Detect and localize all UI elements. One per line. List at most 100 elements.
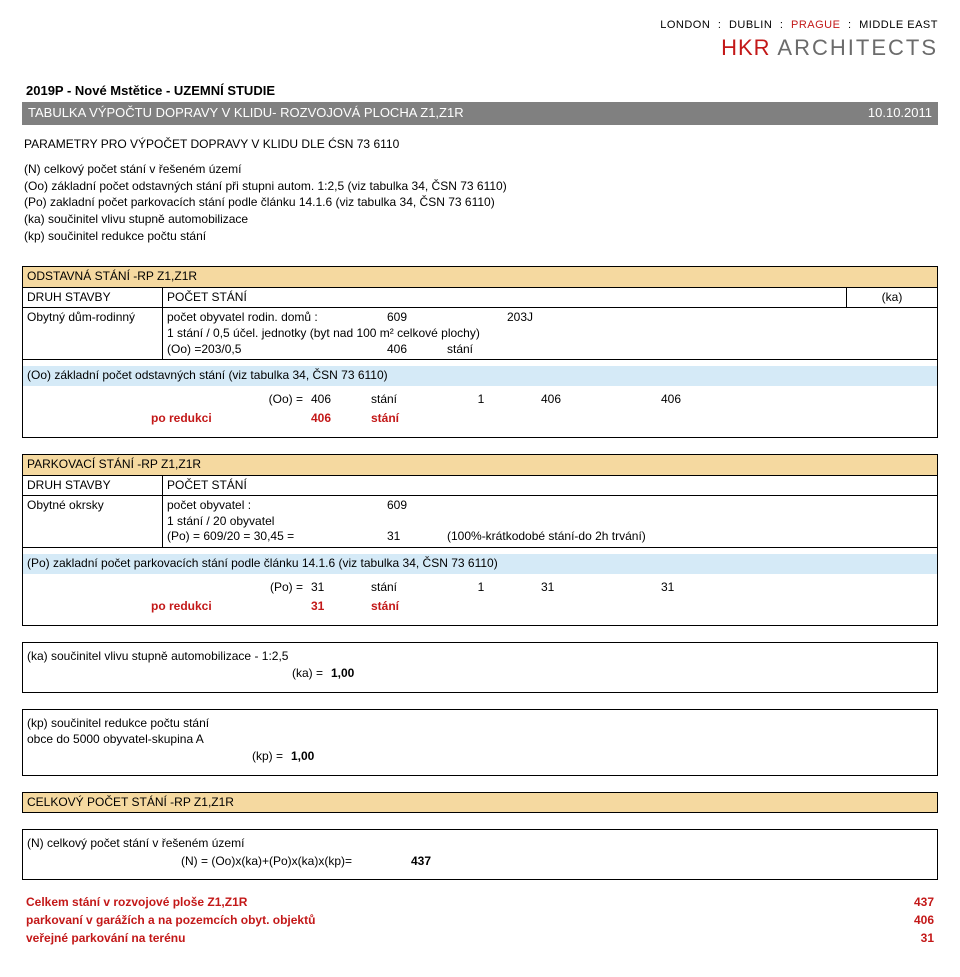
park-details: počet obyvatel : 609 1 stání / 20 obyvat…	[163, 496, 937, 547]
total-header: CELKOVÝ POČET STÁNÍ -RP Z1,Z1R	[22, 792, 938, 814]
nav-sep: :	[718, 19, 722, 31]
odst-calc-box: (Oo) základní počet odstavných stání (vi…	[22, 360, 938, 438]
subtitle-bar: TABULKA VÝPOČTU DOPRAVY V KLIDU- ROZVOJO…	[22, 102, 938, 125]
odst-blue: (Oo) základní počet odstavných stání (vi…	[23, 366, 937, 386]
odst-calc-u1: stání	[371, 392, 421, 408]
park-l3c: (100%-krátkodobé stání-do 2h trvání)	[447, 529, 933, 545]
subtitle-text: TABULKA VÝPOČTU DOPRAVY V KLIDU- ROZVOJO…	[28, 105, 464, 122]
odst-l2: 1 stání / 0,5 účel. jednotky (byt nad 10…	[167, 326, 933, 342]
summary-r3a: veřejné parkování na terénu	[26, 931, 185, 947]
summary-total: Celkem stání v rozvojové ploše Z1,Z1R 43…	[22, 894, 938, 912]
park-l3a: (Po) = 609/20 = 30,45 =	[167, 529, 387, 545]
kp-calc: (kp) = 1,00	[27, 747, 933, 767]
odst-col-druh: DRUH STAVBY	[23, 288, 163, 308]
odst-details: počet obyvatel rodin. domů : 609 203J 1 …	[163, 308, 937, 359]
park-calc-box: (Po) zakladní počet parkovacích stání po…	[22, 548, 938, 626]
park-calc-lbl: (Po) =	[31, 580, 311, 596]
park-calc-u1: stání	[371, 580, 421, 596]
param-oo: (Oo) základní počet odstavných stání při…	[24, 179, 936, 195]
odst-calc-row: (Oo) = 406 stání 1 406 406	[27, 390, 933, 410]
n-calc: (N) = (Oo)x(ka)+(Po)x(ka)x(kp)= 437	[27, 852, 933, 872]
ka-lbl: (ka) =	[31, 666, 331, 682]
park-calc-v1: 31	[311, 580, 371, 596]
ka-val: 1,00	[331, 666, 391, 682]
param-n: (N) celkový počet stání v řešeném území	[24, 162, 936, 178]
project-title: 2019P - Nové Mstětice - UZEMNÍ STUDIE	[22, 81, 938, 102]
odst-calc-lbl: (Oo) =	[31, 392, 311, 408]
odst-body: Obytný dům-rodinný počet obyvatel rodin.…	[22, 308, 938, 360]
odst-l1c: 203J	[507, 310, 587, 326]
param-kp: (kp) součinitel redukce počtu stání	[24, 229, 936, 245]
park-col-druh: DRUH STAVBY	[23, 476, 163, 496]
odst-l3a: (Oo) =203/0,5	[167, 342, 387, 358]
summary-r1a: Celkem stání v rozvojové ploše Z1,Z1R	[26, 895, 247, 911]
logo-row: HKR ARCHITECTS	[22, 34, 938, 63]
kp-line2: obce do 5000 obyvatel-skupina A	[27, 732, 933, 748]
kp-line1: (kp) součinitel redukce počtu stání	[27, 716, 933, 732]
odst-calc-k: 1	[421, 392, 541, 408]
park-calc-v2: 31	[541, 580, 601, 596]
park-blue: (Po) zakladní počet parkovacích stání po…	[23, 554, 937, 574]
park-calc-row: (Po) = 31 stání 1 31 31	[27, 578, 933, 598]
param-ka: (ka) součinitel vlivu stupně automobiliz…	[24, 212, 936, 228]
city-dublin: DUBLIN	[729, 19, 772, 31]
odst-l1b: 609	[387, 310, 507, 326]
park-type: Obytné okrsky	[23, 496, 163, 547]
park-red-u: stání	[371, 599, 421, 615]
park-header: PARKOVACÍ STÁNÍ -RP Z1,Z1R	[22, 454, 938, 476]
park-columns: DRUH STAVBY POČET STÁNÍ	[22, 476, 938, 497]
summary-block: Celkem stání v rozvojové ploše Z1,Z1R 43…	[22, 894, 938, 947]
park-calc-v3: 31	[661, 580, 861, 596]
city-middle-east: MIDDLE EAST	[859, 19, 938, 31]
odst-l3b: 406	[387, 342, 447, 358]
n-line: (N) celkový počet stání v řešeném území	[27, 836, 933, 852]
park-red-lbl: po redukci	[31, 599, 311, 615]
subtitle-date: 10.10.2011	[868, 105, 932, 122]
odst-col-pocet: POČET STÁNÍ	[163, 288, 847, 308]
odst-red-v: 406	[311, 411, 371, 427]
odst-red-u: stání	[371, 411, 421, 427]
odst-red-lbl: po redukci	[31, 411, 311, 427]
park-col-pocet: POČET STÁNÍ	[163, 476, 937, 496]
odst-calc-v3: 406	[661, 392, 861, 408]
odst-l3c: stání	[447, 342, 507, 358]
odst-l1a: počet obyvatel rodin. domů :	[167, 310, 387, 326]
n-box: (N) celkový počet stání v řešeném území …	[22, 829, 938, 880]
location-nav: LONDON : DUBLIN : PRAGUE : MIDDLE EAST	[22, 18, 938, 32]
odst-col-ka: (ka)	[847, 288, 937, 308]
park-red-v: 31	[311, 599, 371, 615]
kp-lbl: (kp) =	[31, 749, 291, 765]
summary-r2a: parkovaní v garážích a na pozemcích obyt…	[26, 913, 315, 929]
n-val: 437	[411, 854, 471, 870]
park-calc-k: 1	[421, 580, 541, 596]
summary-verejne: veřejné parkování na terénu 31	[22, 930, 938, 948]
park-l3b: 31	[387, 529, 447, 545]
summary-r1b: 437	[914, 895, 934, 911]
logo-hkr: HKR	[721, 35, 770, 60]
nav-sep: :	[848, 19, 852, 31]
summary-garaze: parkovaní v garážích a na pozemcích obyt…	[22, 912, 938, 930]
odst-type: Obytný dům-rodinný	[23, 308, 163, 359]
param-po: (Po) zakladní počet parkovacích stání po…	[24, 195, 936, 211]
park-body: Obytné okrsky počet obyvatel : 609 1 stá…	[22, 496, 938, 548]
n-formula: (N) = (Oo)x(ka)+(Po)x(ka)x(kp)=	[181, 854, 411, 870]
city-london: LONDON	[660, 19, 710, 31]
kp-val: 1,00	[291, 749, 351, 765]
nav-sep: :	[780, 19, 784, 31]
park-l1a: počet obyvatel :	[167, 498, 387, 514]
param-definitions: (N) celkový počet stání v řešeném území …	[24, 162, 936, 244]
park-l2: 1 stání / 20 obyvatel	[167, 514, 933, 530]
summary-r2b: 406	[914, 913, 934, 929]
odst-columns: DRUH STAVBY POČET STÁNÍ (ka)	[22, 288, 938, 309]
logo-architects: ARCHITECTS	[771, 35, 938, 60]
park-reduce-row: po redukci 31 stání	[27, 597, 933, 617]
logo: HKR ARCHITECTS	[721, 34, 938, 63]
ka-calc: (ka) = 1,00	[27, 664, 933, 684]
odst-reduce-row: po redukci 406 stání	[27, 409, 933, 429]
odst-calc-v2: 406	[541, 392, 601, 408]
odst-calc-v1: 406	[311, 392, 371, 408]
kp-box: (kp) součinitel redukce počtu stání obce…	[22, 709, 938, 776]
summary-r3b: 31	[921, 931, 934, 947]
park-l1b: 609	[387, 498, 507, 514]
intro-heading: PARAMETRY PRO VÝPOČET DOPRAVY V KLIDU DL…	[24, 137, 936, 153]
